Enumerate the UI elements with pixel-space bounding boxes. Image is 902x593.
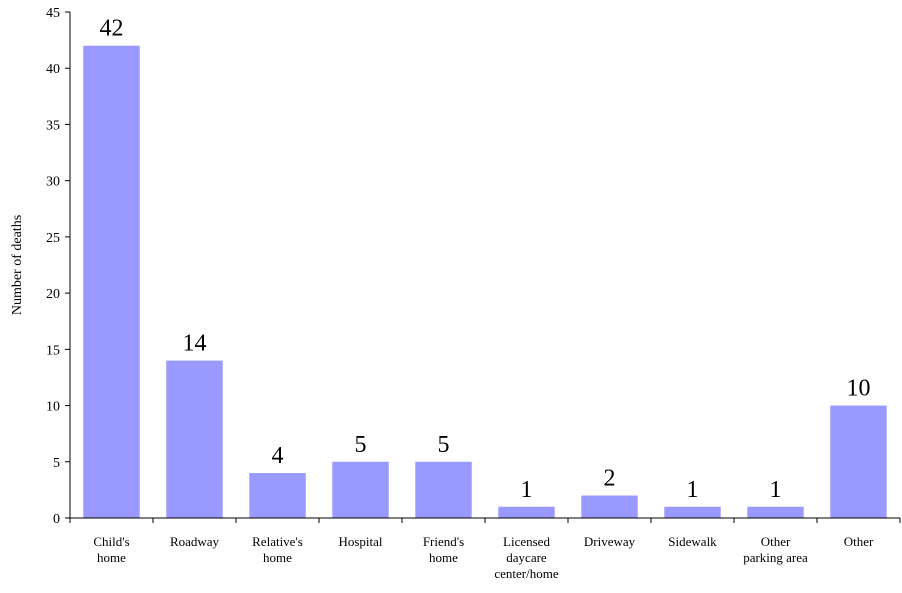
y-tick-label: 10 (46, 400, 60, 415)
x-tick-label: Relative's home (252, 534, 303, 565)
data-label: 1 (521, 477, 533, 503)
x-tick-label: Sidewalk (668, 534, 717, 549)
x-tick-label: Roadway (170, 534, 220, 549)
data-label: 42 (100, 16, 124, 42)
data-label: 14 (183, 331, 207, 357)
y-tick-label: 0 (53, 512, 60, 527)
bar (415, 461, 472, 518)
bar (581, 495, 638, 518)
data-label: 2 (604, 466, 616, 492)
x-tick-label: Other (844, 534, 874, 549)
x-tick-label: Child's home (93, 534, 129, 565)
data-label: 5 (438, 432, 450, 458)
data-label: 1 (770, 477, 782, 503)
x-tick-label: Licensed daycare center/home (494, 534, 558, 581)
data-label: 4 (272, 443, 284, 469)
y-tick-label: 40 (46, 62, 60, 77)
x-tick-label: Hospital (338, 534, 382, 549)
category-labels-group: Child's home Roadway Relative's home Hospital… (93, 534, 874, 581)
bar (249, 473, 306, 518)
x-tick-label: Friend's home (423, 534, 464, 565)
bar (747, 506, 804, 518)
y-tick-label: 25 (46, 231, 60, 246)
bar (830, 405, 887, 518)
y-tick-label: 5 (53, 456, 60, 471)
bar (498, 506, 555, 518)
y-tick-label: 35 (46, 118, 60, 133)
data-label: 1 (687, 477, 699, 503)
data-label: 5 (355, 432, 367, 458)
bar (664, 506, 721, 518)
y-axis: 0 5 10 15 20 25 30 35 40 45 (46, 6, 71, 527)
bar (332, 461, 389, 518)
y-tick-label: 15 (46, 343, 60, 358)
data-labels-group: 42 14 4 5 5 1 2 1 1 10 (100, 16, 871, 503)
x-tick-label: Other parking area (743, 534, 808, 565)
x-tick-label: Driveway (584, 534, 636, 549)
y-axis-title: Number of deaths (10, 215, 25, 315)
data-label: 10 (847, 376, 871, 402)
y-tick-label: 30 (46, 175, 60, 190)
bar (83, 45, 140, 518)
y-tick-label: 45 (46, 6, 60, 21)
bars-group (83, 45, 887, 518)
x-axis (69, 517, 901, 523)
bar (166, 360, 223, 518)
y-axis-title-group: Number of deaths (10, 215, 25, 315)
y-tick-label: 20 (46, 287, 60, 302)
